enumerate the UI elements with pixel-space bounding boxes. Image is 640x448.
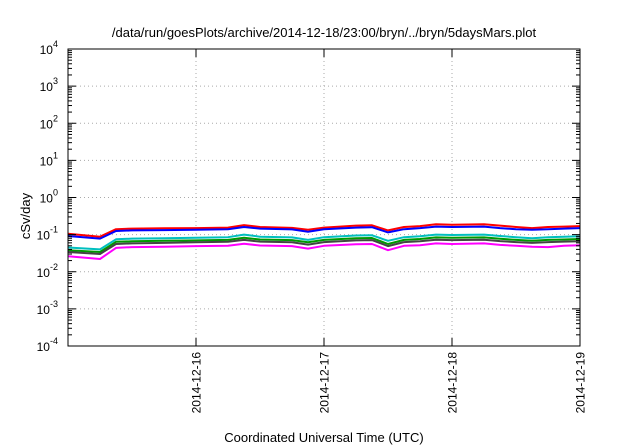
y-tick-exponent: 3 bbox=[53, 76, 58, 86]
y-tick-label: 101 bbox=[40, 150, 58, 168]
y-axis-label: cSv/day bbox=[18, 192, 33, 239]
series-line-4 bbox=[67, 236, 581, 253]
x-axis-label: Coordinated Universal Time (UTC) bbox=[224, 430, 423, 445]
y-tick-label: 10-3 bbox=[37, 299, 58, 317]
series-line-3 bbox=[67, 233, 581, 251]
y-tick-exponent: -1 bbox=[50, 225, 58, 235]
y-tick-base: 10 bbox=[40, 117, 54, 131]
x-tick-label: 2014-12-16 bbox=[190, 352, 204, 414]
series-line-6 bbox=[67, 242, 581, 260]
x-tick-labels: 2014-12-16 2014-12-17 2014-12-18 2014-12-19 bbox=[190, 352, 588, 414]
y-tick-exponent: -3 bbox=[50, 299, 58, 309]
y-tick-base: 10 bbox=[40, 80, 54, 94]
y-tick-label: 100 bbox=[40, 188, 58, 206]
y-tick-exponent: 4 bbox=[53, 39, 58, 49]
series-line-5 bbox=[67, 238, 581, 255]
y-tick-exponent: -4 bbox=[50, 336, 58, 346]
y-tick-base: 10 bbox=[37, 303, 51, 317]
y-tick-exponent: 1 bbox=[53, 150, 58, 160]
x-tick-label: 2014-12-19 bbox=[574, 352, 588, 414]
y-tick-base: 10 bbox=[40, 154, 54, 168]
y-tick-exponent: 0 bbox=[53, 188, 58, 198]
chart-title: /data/run/goesPlots/archive/2014-12-18/2… bbox=[112, 25, 537, 40]
x-tick-label: 2014-12-17 bbox=[318, 352, 332, 414]
grid bbox=[68, 49, 580, 346]
y-tick-base: 10 bbox=[37, 266, 51, 280]
x-tick-label: 2014-12-18 bbox=[446, 352, 460, 414]
axes bbox=[67, 48, 581, 347]
y-tick-base: 10 bbox=[37, 229, 51, 243]
y-tick-label: 10-1 bbox=[37, 225, 58, 243]
y-tick-exponent: 2 bbox=[53, 113, 58, 123]
y-tick-base: 10 bbox=[37, 340, 51, 354]
y-tick-label: 10-4 bbox=[37, 336, 58, 354]
series-line-2 bbox=[67, 225, 581, 240]
y-tick-label: 103 bbox=[40, 76, 58, 94]
y-tick-base: 10 bbox=[40, 192, 54, 206]
y-tick-label: 102 bbox=[40, 113, 58, 131]
series-line-1 bbox=[67, 223, 581, 238]
y-tick-label: 104 bbox=[40, 39, 58, 57]
y-tick-base: 10 bbox=[40, 43, 54, 57]
plot-border bbox=[67, 48, 581, 347]
series-group bbox=[67, 223, 581, 260]
y-tick-label: 10-2 bbox=[37, 262, 58, 280]
y-tick-exponent: -2 bbox=[50, 262, 58, 272]
